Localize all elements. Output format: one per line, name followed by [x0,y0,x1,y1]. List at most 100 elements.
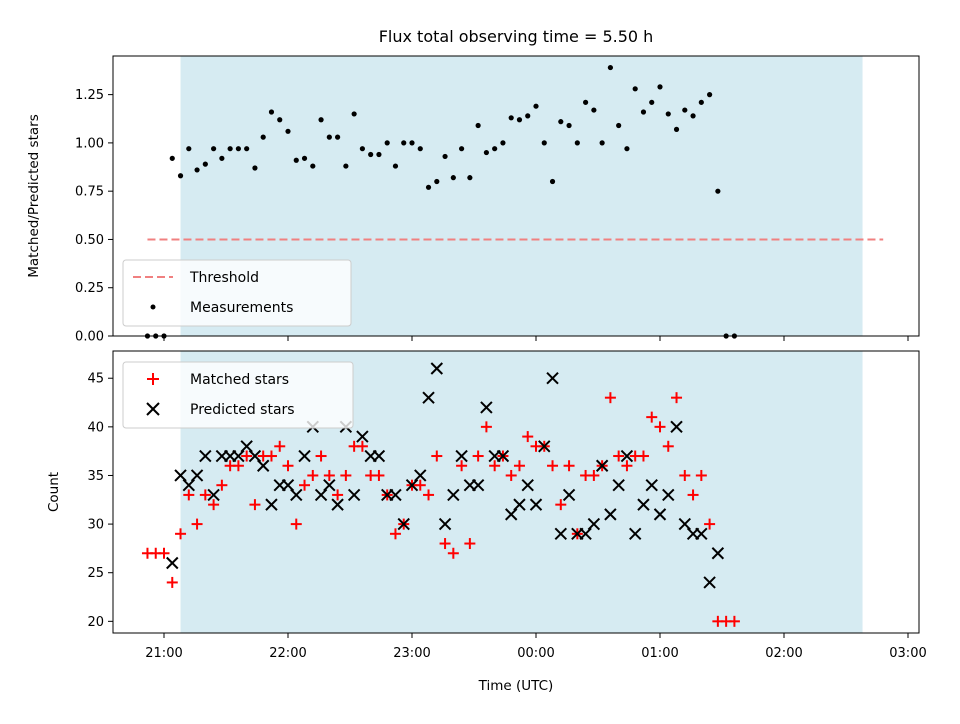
measurement-point [607,64,614,71]
predicted-stars-point [290,488,303,502]
measurement-point [549,178,556,185]
measurement-point [227,146,233,152]
measurement-point [277,117,283,123]
predicted-stars-point [174,469,187,482]
matched-stars-point [199,489,211,501]
measurement-point [335,134,341,140]
predicted-stars-point [480,401,493,414]
measurement-point [384,140,390,146]
bottom-legend: Matched stars Predicted stars [122,361,354,429]
measurement-point [715,188,721,194]
measurement-point [690,113,696,119]
matched-stars-point [191,518,203,530]
matched-stars-point [505,469,517,481]
matched-stars-point [274,440,286,452]
predicted-stars-point [645,478,658,492]
matched-stars-point [522,431,534,443]
top-y-tick-label: 0.25 [75,281,104,296]
measurement-point [285,128,291,134]
measurement-point [252,165,258,171]
matched-stars-point [547,460,559,472]
measurement-point [583,99,589,105]
top-legend: Threshold Measurements [122,259,352,327]
bottom-x-tick-label: 02:00 [765,646,802,661]
bottom-x-axis-label: Time (UTC) [478,678,554,694]
top-y-tick-label: 0.00 [75,330,104,345]
measurement-point [434,178,440,185]
predicted-stars-point [323,478,336,492]
matched-stars-point [356,440,368,452]
predicted-stars-point [397,517,410,531]
measurements-legend-label: Measurements [190,300,293,316]
predicted-stars-point [695,527,708,541]
measurement-point [425,184,432,190]
top-y-tick-label: 1.00 [75,136,104,151]
measurement-point [541,140,547,146]
predicted-stars-point [422,391,435,404]
predicted-stars-point [314,488,328,502]
matched-stars-point [621,460,633,472]
measurement-point [682,107,688,113]
predicted-stars-point [612,478,625,492]
top-y-ticks: 0.00 0.25 0.50 0.75 1.00 1.25 [75,88,113,345]
predicted-stars-point [240,440,253,453]
measurement-point [508,115,514,121]
matched-stars-point [480,421,492,433]
measurement-point [368,151,374,158]
threshold-legend-label: Threshold [189,270,259,286]
matched-stars-point [637,450,649,462]
measurement-point [244,146,250,152]
bottom-x-tick-label: 03:00 [889,646,926,661]
matched-stars-point [687,489,699,501]
measurement-point [500,140,506,146]
measurement-point [310,163,316,169]
predicted-stars-point [405,478,419,492]
measurement-point [574,140,580,146]
matched-stars-point [183,489,195,501]
predicted-stars-point [538,440,551,453]
predicted-stars-point [414,469,427,482]
predicted-stars-point [471,478,485,492]
predicted-stars-point [166,556,179,570]
measurement-point [376,151,382,158]
predicted-stars-point [356,430,369,443]
top-y-tick-label: 1.25 [75,88,104,103]
bottom-x-ticks: 21:00 22:00 23:00 00:00 01:00 02:00 03:00 [145,633,927,661]
matched-stars-point [216,479,228,491]
predicted-stars-point [662,488,675,502]
predicted-stars-point [232,449,245,463]
bottom-y-tick-label: 45 [87,372,104,387]
matched-stars-point [282,460,294,472]
top-legend-box [122,259,352,327]
predicted-stars-point [521,478,534,492]
predicted-stars-points [166,362,725,589]
predicted-stars-point [620,449,634,463]
predicted-stars-legend-label: Predicted stars [190,402,295,418]
bottom-panel: 20 25 30 35 40 45 21:00 22:00 23:00 00:00 01:00 02… [46,350,927,694]
matched-stars-point [431,450,443,462]
matched-stars-point [555,499,567,511]
measurement-point [293,157,299,163]
matched-stars-point [654,421,666,433]
predicted-stars-point [554,527,568,541]
matched-stars-point [563,460,575,472]
matched-stars-points [141,392,740,627]
measurement-point [268,109,275,115]
measurement-point [632,86,638,92]
predicted-stars-legend-swatch [146,402,160,416]
predicted-stars-point [455,449,468,463]
matched-stars-point [704,518,716,530]
measurement-point [673,126,680,132]
predicted-stars-point [298,449,311,463]
measurements-points [144,64,738,339]
measurements-legend-swatch [150,304,156,310]
matched-stars-point [472,450,484,462]
matched-stars-point [671,392,683,404]
measurement-point [219,155,225,161]
matched-stars-point [414,479,426,491]
matched-stars-point [158,547,170,559]
bottom-x-tick-label: 22:00 [269,646,306,661]
predicted-stars-point [678,517,692,531]
matched-stars-point [241,450,253,462]
matched-stars-point [175,528,187,540]
